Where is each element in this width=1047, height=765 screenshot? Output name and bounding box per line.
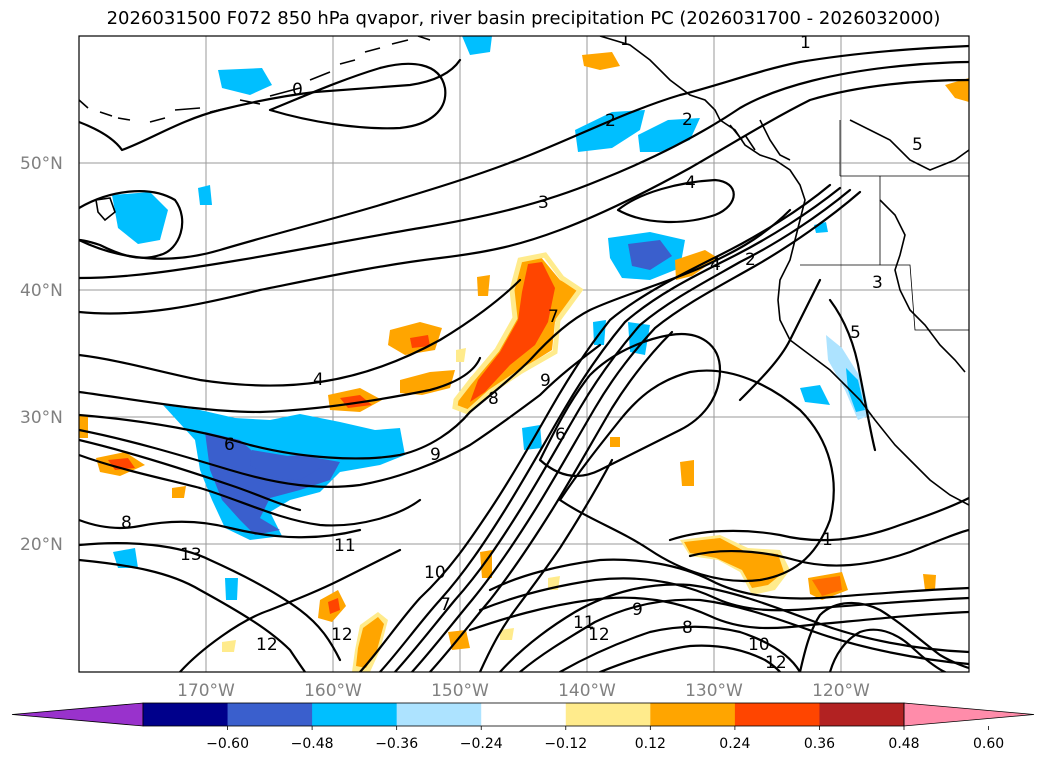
contour-label: 9 [430, 445, 441, 465]
contour-label: 1 [620, 30, 631, 50]
contour-label: 0 [292, 80, 303, 100]
contour-label: 10 [748, 635, 770, 655]
colorbar-tick-label: −0.60 [206, 736, 249, 752]
colorbar-frame [142, 702, 905, 727]
contour-label: 7 [440, 595, 451, 615]
contour-labels: 1 1 0 2 2 3 4 4 5 6 7 8 8 9 9 10 11 11 1… [121, 30, 923, 673]
contour-label: 2 [745, 250, 756, 270]
lon-label: 150°W [431, 681, 489, 701]
contour-label: 10 [424, 563, 446, 583]
contour-label: 8 [682, 618, 693, 638]
contour-label: 13 [180, 545, 202, 565]
colorbar-tick-label: −0.12 [544, 736, 587, 752]
colorbar-tick-label: 0.60 [973, 736, 1004, 752]
contour-label: 6 [224, 435, 235, 455]
contour-label: 2 [682, 110, 693, 130]
colorbar-swatch [481, 703, 567, 726]
colorbar-extend-low [11, 702, 144, 727]
contour-label: 11 [573, 613, 595, 633]
contour-label: 7 [548, 307, 559, 327]
colorbar-swatch [227, 703, 313, 726]
qvapor-contours [79, 44, 969, 672]
colorbar-tick-label: −0.36 [375, 736, 418, 752]
contour-label: 11 [334, 536, 356, 556]
contour-label: 12 [588, 625, 610, 645]
positive-shading [79, 52, 969, 672]
contour-label: 3 [538, 193, 549, 213]
colorbar-tick-label: −0.48 [291, 736, 334, 752]
colorbar-extend-high [903, 702, 1035, 727]
contour-label: 8 [121, 513, 132, 533]
contour-label: 4 [313, 370, 324, 390]
map-title: 2026031500 F072 850 hPa qvapor, river ba… [106, 8, 941, 29]
colorbar-swatch [819, 703, 905, 726]
map-frame [78, 35, 970, 673]
lat-label: 30°N [20, 408, 63, 428]
contour-label: 9 [540, 371, 551, 391]
colorbar-swatch [396, 703, 482, 726]
contour-label: 1 [800, 33, 811, 53]
lat-labels: 50°N 40°N 30°N 20°N [20, 154, 63, 555]
colorbar-swatch [312, 703, 398, 726]
contour-label: 2 [605, 111, 616, 131]
lon-label: 140°W [558, 681, 616, 701]
contour-label: 8 [488, 389, 499, 409]
contour-label: 12 [765, 653, 787, 673]
colorbar-swatch [565, 703, 651, 726]
contour-label: 3 [872, 273, 883, 293]
contour-label: 6 [555, 425, 566, 445]
colorbar-tick-label: −0.24 [460, 736, 503, 752]
colorbar-swatch [734, 703, 820, 726]
lon-label: 170°W [177, 681, 235, 701]
map-panel: 1 1 0 2 2 3 4 4 5 6 7 8 8 9 9 10 11 11 1… [79, 30, 969, 673]
colorbar-tick-label: 0.48 [888, 736, 919, 752]
colorbar-tick-label: 0.36 [804, 736, 835, 752]
lon-label: 160°W [304, 681, 362, 701]
lat-label: 40°N [20, 281, 63, 301]
contour-label: 4 [685, 173, 696, 193]
lon-label: 120°W [812, 681, 870, 701]
contour-label: 9 [632, 600, 643, 620]
colorbar-tick-label: 0.12 [635, 736, 666, 752]
colorbar-tick-label: 0.24 [719, 736, 750, 752]
contour-label: 4 [710, 255, 721, 275]
lat-label: 50°N [20, 154, 63, 174]
colorbar-swatch [650, 703, 736, 726]
contour-label: 12 [256, 635, 278, 655]
coastline [79, 36, 969, 506]
colorbar-swatch [143, 703, 229, 726]
colorbar: −0.60 −0.48 −0.36 −0.24 −0.12 0.12 0.24 0.36 0.4… [11, 702, 1035, 752]
lat-label: 20°N [20, 535, 63, 555]
contour-label: 5 [912, 135, 923, 155]
contour-label: 12 [331, 625, 353, 645]
contour-label: 1 [822, 530, 833, 550]
contour-label: 5 [850, 323, 861, 343]
lon-labels: 170°W 160°W 150°W 140°W 130°W 120°W [177, 681, 870, 701]
negative-shading [112, 36, 870, 600]
lon-label: 130°W [685, 681, 743, 701]
